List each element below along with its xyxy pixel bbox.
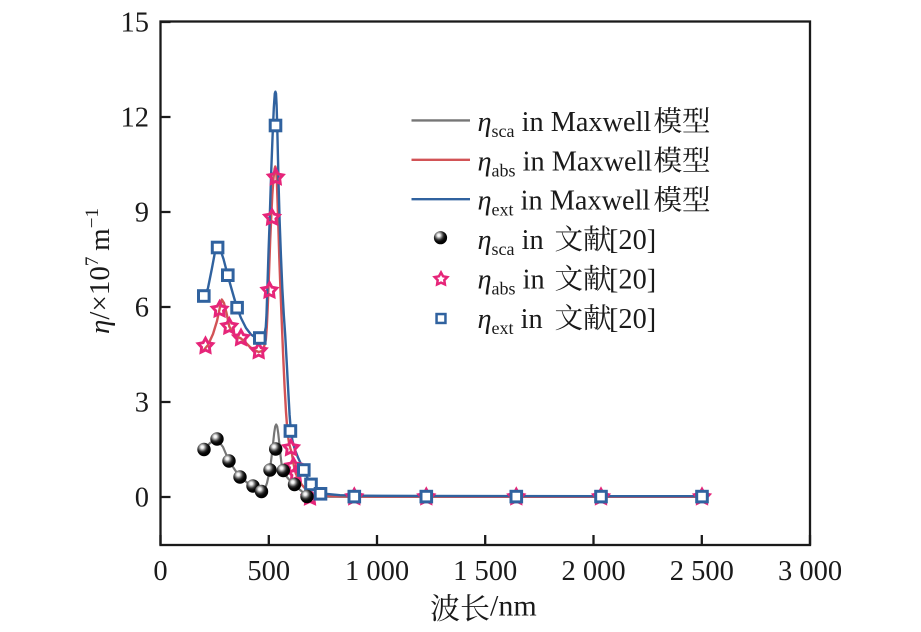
svg-text:3 000: 3 000 — [778, 556, 842, 587]
svg-text:ηext in Maxwell: ηext in Maxwell — [478, 186, 651, 220]
svg-text:1 500: 1 500 — [453, 556, 517, 587]
svg-text:ηabs in: ηabs in — [478, 265, 545, 299]
svg-text:1 000: 1 000 — [345, 556, 409, 587]
svg-text:9: 9 — [135, 198, 149, 229]
svg-text:ηsca in: ηsca in — [478, 225, 544, 259]
svg-text:[20]: [20] — [609, 265, 656, 296]
svg-text:ηabs in Maxwell: ηabs in Maxwell — [478, 146, 653, 180]
svg-text:ηext in: ηext in — [478, 304, 543, 338]
svg-text:0: 0 — [153, 556, 167, 587]
svg-text:0: 0 — [135, 483, 149, 514]
svg-text:12: 12 — [121, 103, 150, 134]
svg-text:2 000: 2 000 — [561, 556, 625, 587]
svg-text:15: 15 — [121, 8, 150, 39]
svg-text:[20]: [20] — [609, 225, 656, 256]
svg-text:500: 500 — [247, 556, 290, 587]
svg-text:3: 3 — [135, 388, 149, 419]
svg-text:/nm: /nm — [490, 590, 537, 623]
svg-text:ηsca in Maxwell: ηsca in Maxwell — [478, 107, 652, 141]
svg-text:[20]: [20] — [609, 304, 656, 335]
svg-text:6: 6 — [135, 293, 149, 324]
svg-text:η/×107 m−1: η/×107 m−1 — [82, 208, 116, 334]
svg-text:2 500: 2 500 — [670, 556, 734, 587]
